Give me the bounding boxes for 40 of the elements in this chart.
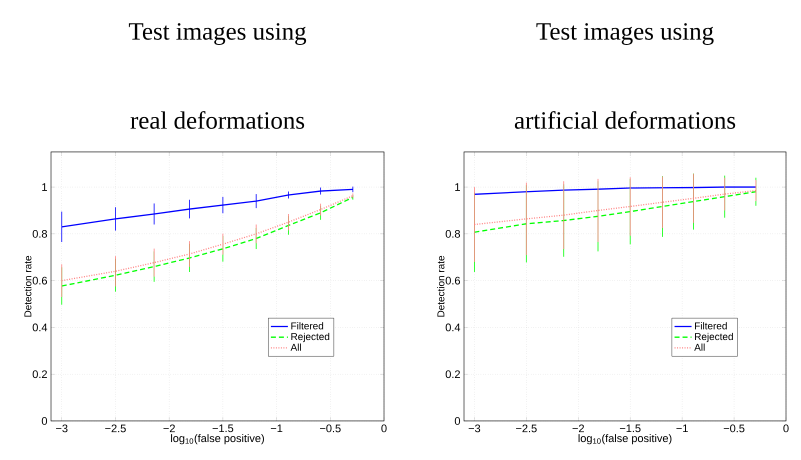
x-tick-label: −1: [676, 424, 688, 432]
x-axis-title: log$_{10}$(false positive): [578, 434, 672, 444]
y-tick-label: 0.2: [446, 370, 460, 378]
x-tick-label: −2: [572, 424, 584, 432]
y-tick-label: 0.6: [446, 276, 460, 285]
y-tick-label: 0.6: [32, 276, 48, 285]
x-tick-label: −0.5: [724, 424, 744, 432]
x-tick-label: −1.5: [212, 424, 234, 432]
x-tick-label: −2: [163, 424, 175, 432]
chart-subtitle: real deformations: [130, 111, 304, 129]
y-axis-title: Detection rate: [437, 256, 444, 317]
y-tick-label: 0.2: [32, 370, 47, 378]
y-tick-label: 0.4: [446, 324, 460, 332]
chart-subtitle: artificial deformations: [514, 111, 736, 129]
x-tick-label: −3: [468, 424, 480, 432]
y-tick-label: 0.4: [32, 324, 48, 332]
legend-label: All: [694, 344, 705, 351]
chart-title: Test images using: [128, 23, 306, 45]
y-tick-label: 0: [454, 417, 460, 425]
x-tick-label: −2.5: [105, 424, 126, 432]
x-tick-label: −1: [270, 424, 282, 432]
legend-label: Filtered: [695, 322, 727, 330]
y-tick-label: 0.8: [32, 230, 48, 238]
chart-title: Test images using: [536, 23, 714, 45]
x-tick-label: 0: [783, 424, 789, 432]
y-axis-title: Detection rate: [24, 256, 32, 317]
x-tick-label: −2.5: [516, 424, 537, 432]
legend-label: Rejected: [291, 332, 330, 342]
y-tick-label: 1: [455, 183, 460, 191]
y-tick-label: 1: [42, 183, 47, 191]
x-axis-title: log$_{10}$(false positive): [171, 434, 264, 444]
x-tick-label: −1.5: [620, 424, 641, 432]
legend-label: Rejected: [695, 332, 733, 342]
y-tick-label: 0: [42, 417, 48, 425]
x-tick-label: −3: [56, 424, 68, 432]
legend-label: Filtered: [291, 322, 324, 330]
x-tick-label: 0: [381, 424, 387, 432]
y-tick-label: 0.8: [446, 230, 460, 238]
x-tick-label: −0.5: [320, 424, 341, 432]
legend-label: All: [290, 344, 301, 351]
